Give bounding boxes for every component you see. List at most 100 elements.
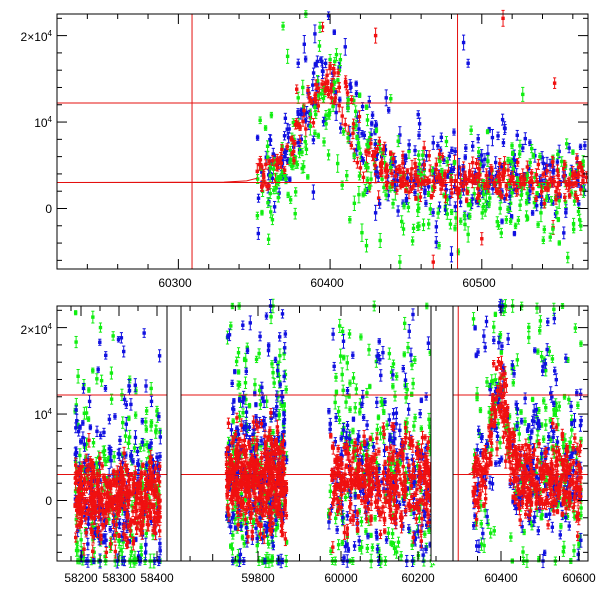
top-fill-blue-0 bbox=[476, 134, 480, 144]
top-fill-green-45 bbox=[453, 225, 457, 232]
bottom-point-red-2-184 bbox=[355, 527, 360, 533]
top-fill-green-69 bbox=[448, 218, 453, 230]
bottom-point-blue-0-157 bbox=[140, 417, 145, 425]
bottom-point-red-3-265 bbox=[526, 443, 531, 449]
top-fill-green-63 bbox=[293, 187, 298, 197]
bottom-point-green-3-75 bbox=[499, 349, 504, 355]
top-fill-green-114 bbox=[410, 236, 415, 246]
bottom-point-green-2-140 bbox=[391, 383, 395, 390]
bottom-y-tick-label-0: 0 bbox=[45, 494, 52, 508]
top-fill-blue-167 bbox=[417, 131, 421, 140]
top-fill-blue-81 bbox=[453, 201, 458, 212]
bottom-point-blue-2-87 bbox=[345, 386, 350, 395]
top-fill-blue-83 bbox=[319, 56, 323, 63]
bottom-point-green-2-110 bbox=[394, 372, 399, 381]
top-point-green-7 bbox=[301, 79, 305, 96]
top-fill-blue-105 bbox=[447, 151, 452, 161]
bottom-point-green-1-135 bbox=[242, 356, 247, 363]
bottom-point-red-3-17 bbox=[573, 433, 577, 443]
bottom-point-red-0-217 bbox=[141, 462, 145, 468]
bottom-point-green-0-167 bbox=[132, 443, 137, 453]
top-fill-red-211 bbox=[536, 159, 541, 170]
bottom-y-tick-label-10000: 104 bbox=[34, 407, 52, 422]
top-fill-blue-181 bbox=[452, 128, 456, 136]
top-point-green-11 bbox=[317, 40, 322, 52]
bottom-point-red-3-372 bbox=[495, 365, 499, 372]
top-fill-blue-74 bbox=[362, 131, 367, 140]
bottom-point-blue-2-84 bbox=[377, 338, 381, 345]
bottom-point-green-2-184 bbox=[373, 514, 377, 522]
bottom-point-green-0-10 bbox=[149, 382, 153, 395]
top-fill-green-259 bbox=[557, 240, 561, 246]
top-fill-blue-138 bbox=[349, 81, 353, 93]
bottom-point-blue-2-102 bbox=[345, 420, 350, 430]
bottom-point-blue-2-177 bbox=[418, 409, 422, 419]
bottom-point-green-0-180 bbox=[78, 448, 82, 463]
bottom-point-green-2-102 bbox=[402, 316, 407, 330]
top-fill-blue-172 bbox=[562, 226, 566, 240]
top-fill-blue-85 bbox=[436, 141, 440, 150]
bottom-point-green-3-187 bbox=[550, 354, 555, 363]
bottom-point-blue-1-190 bbox=[254, 414, 258, 421]
top-point-blue-68 bbox=[373, 204, 378, 221]
top-fill-red-231 bbox=[578, 161, 582, 167]
top-point-blue-45 bbox=[466, 58, 470, 68]
bottom-point-green-1-30 bbox=[236, 347, 241, 359]
top-fill-blue-247 bbox=[256, 193, 261, 203]
bottom-point-red-0-342 bbox=[130, 518, 135, 524]
bottom-point-green-2-97 bbox=[412, 420, 416, 432]
top-fill-green-194 bbox=[556, 217, 561, 223]
top-fill-red-150 bbox=[506, 164, 510, 177]
bottom-point-blue-2-14 bbox=[361, 414, 366, 421]
bottom-point-green-0-165 bbox=[144, 417, 148, 427]
bottom-point-blue-0-125 bbox=[122, 345, 126, 358]
bottom-point-green-1-7 bbox=[231, 530, 235, 540]
bottom-point-blue-0-36 bbox=[99, 431, 103, 440]
top-fill-red-109 bbox=[414, 195, 418, 201]
bottom-point-green-1-150 bbox=[236, 369, 241, 375]
top-fill-blue-146 bbox=[296, 138, 300, 147]
bottom-point-green-2-112 bbox=[338, 348, 343, 364]
bottom-point-blue-2-92 bbox=[419, 397, 424, 404]
bottom-point-green-2-49 bbox=[342, 354, 346, 361]
top-point-green-20 bbox=[357, 185, 361, 204]
bottom-panel: 2×104 104 0 58200 58300 58400 59800 6000… bbox=[21, 298, 596, 585]
bottom-point-red-2-227 bbox=[385, 445, 389, 452]
top-fill-blue-177 bbox=[323, 58, 328, 69]
bottom-point-blue-0-57 bbox=[124, 400, 129, 409]
bottom-point-green-2-162 bbox=[351, 372, 356, 384]
top-fill-green-217 bbox=[364, 104, 369, 110]
bottom-point-blue-0-195 bbox=[96, 366, 100, 373]
bottom-point-red-3-308 bbox=[522, 464, 526, 470]
bottom-point-green-1-63 bbox=[270, 360, 274, 368]
top-point-red-19 bbox=[343, 117, 347, 132]
top-point-red-13 bbox=[325, 69, 329, 82]
bottom-point-blue-0-161 bbox=[147, 443, 152, 450]
top-fill-green-147 bbox=[265, 140, 270, 153]
bottom-point-red-3-304 bbox=[561, 500, 565, 507]
top-fill-blue-214 bbox=[272, 200, 277, 213]
bottom-point-green-3-109 bbox=[492, 320, 496, 334]
top-fill-blue-176 bbox=[311, 79, 315, 92]
bottom-point-blue-2-197 bbox=[391, 439, 395, 445]
bottom-point-green-0-99 bbox=[99, 374, 104, 387]
bottom-point-blue-3-131 bbox=[547, 508, 552, 521]
bottom-point-red-3-132 bbox=[503, 399, 507, 406]
bottom-point-green-1-94 bbox=[243, 376, 248, 389]
bottom-point-green-3-131 bbox=[521, 546, 525, 558]
top-fill-blue-231 bbox=[470, 194, 474, 204]
bottom-point-green-2-185 bbox=[359, 516, 364, 527]
bottom-point-blue-3-148 bbox=[536, 526, 540, 536]
top-point-green-3 bbox=[285, 48, 290, 64]
bottom-point-blue-0-178 bbox=[98, 338, 102, 346]
bottom-point-blue-0-198 bbox=[133, 430, 138, 445]
top-x-tick-label-60300: 60300 bbox=[158, 276, 192, 290]
top-fill-green-198 bbox=[316, 132, 321, 139]
top-fill-red-62 bbox=[388, 150, 393, 157]
bottom-point-red-0-95 bbox=[104, 519, 109, 525]
bottom-point-blue-0-108 bbox=[78, 424, 82, 430]
bottom-point-green-2-183 bbox=[333, 395, 337, 410]
top-fill-green-134 bbox=[541, 236, 546, 245]
top-fill-blue-104 bbox=[576, 180, 580, 188]
bottom-point-red-1-170 bbox=[276, 480, 281, 487]
